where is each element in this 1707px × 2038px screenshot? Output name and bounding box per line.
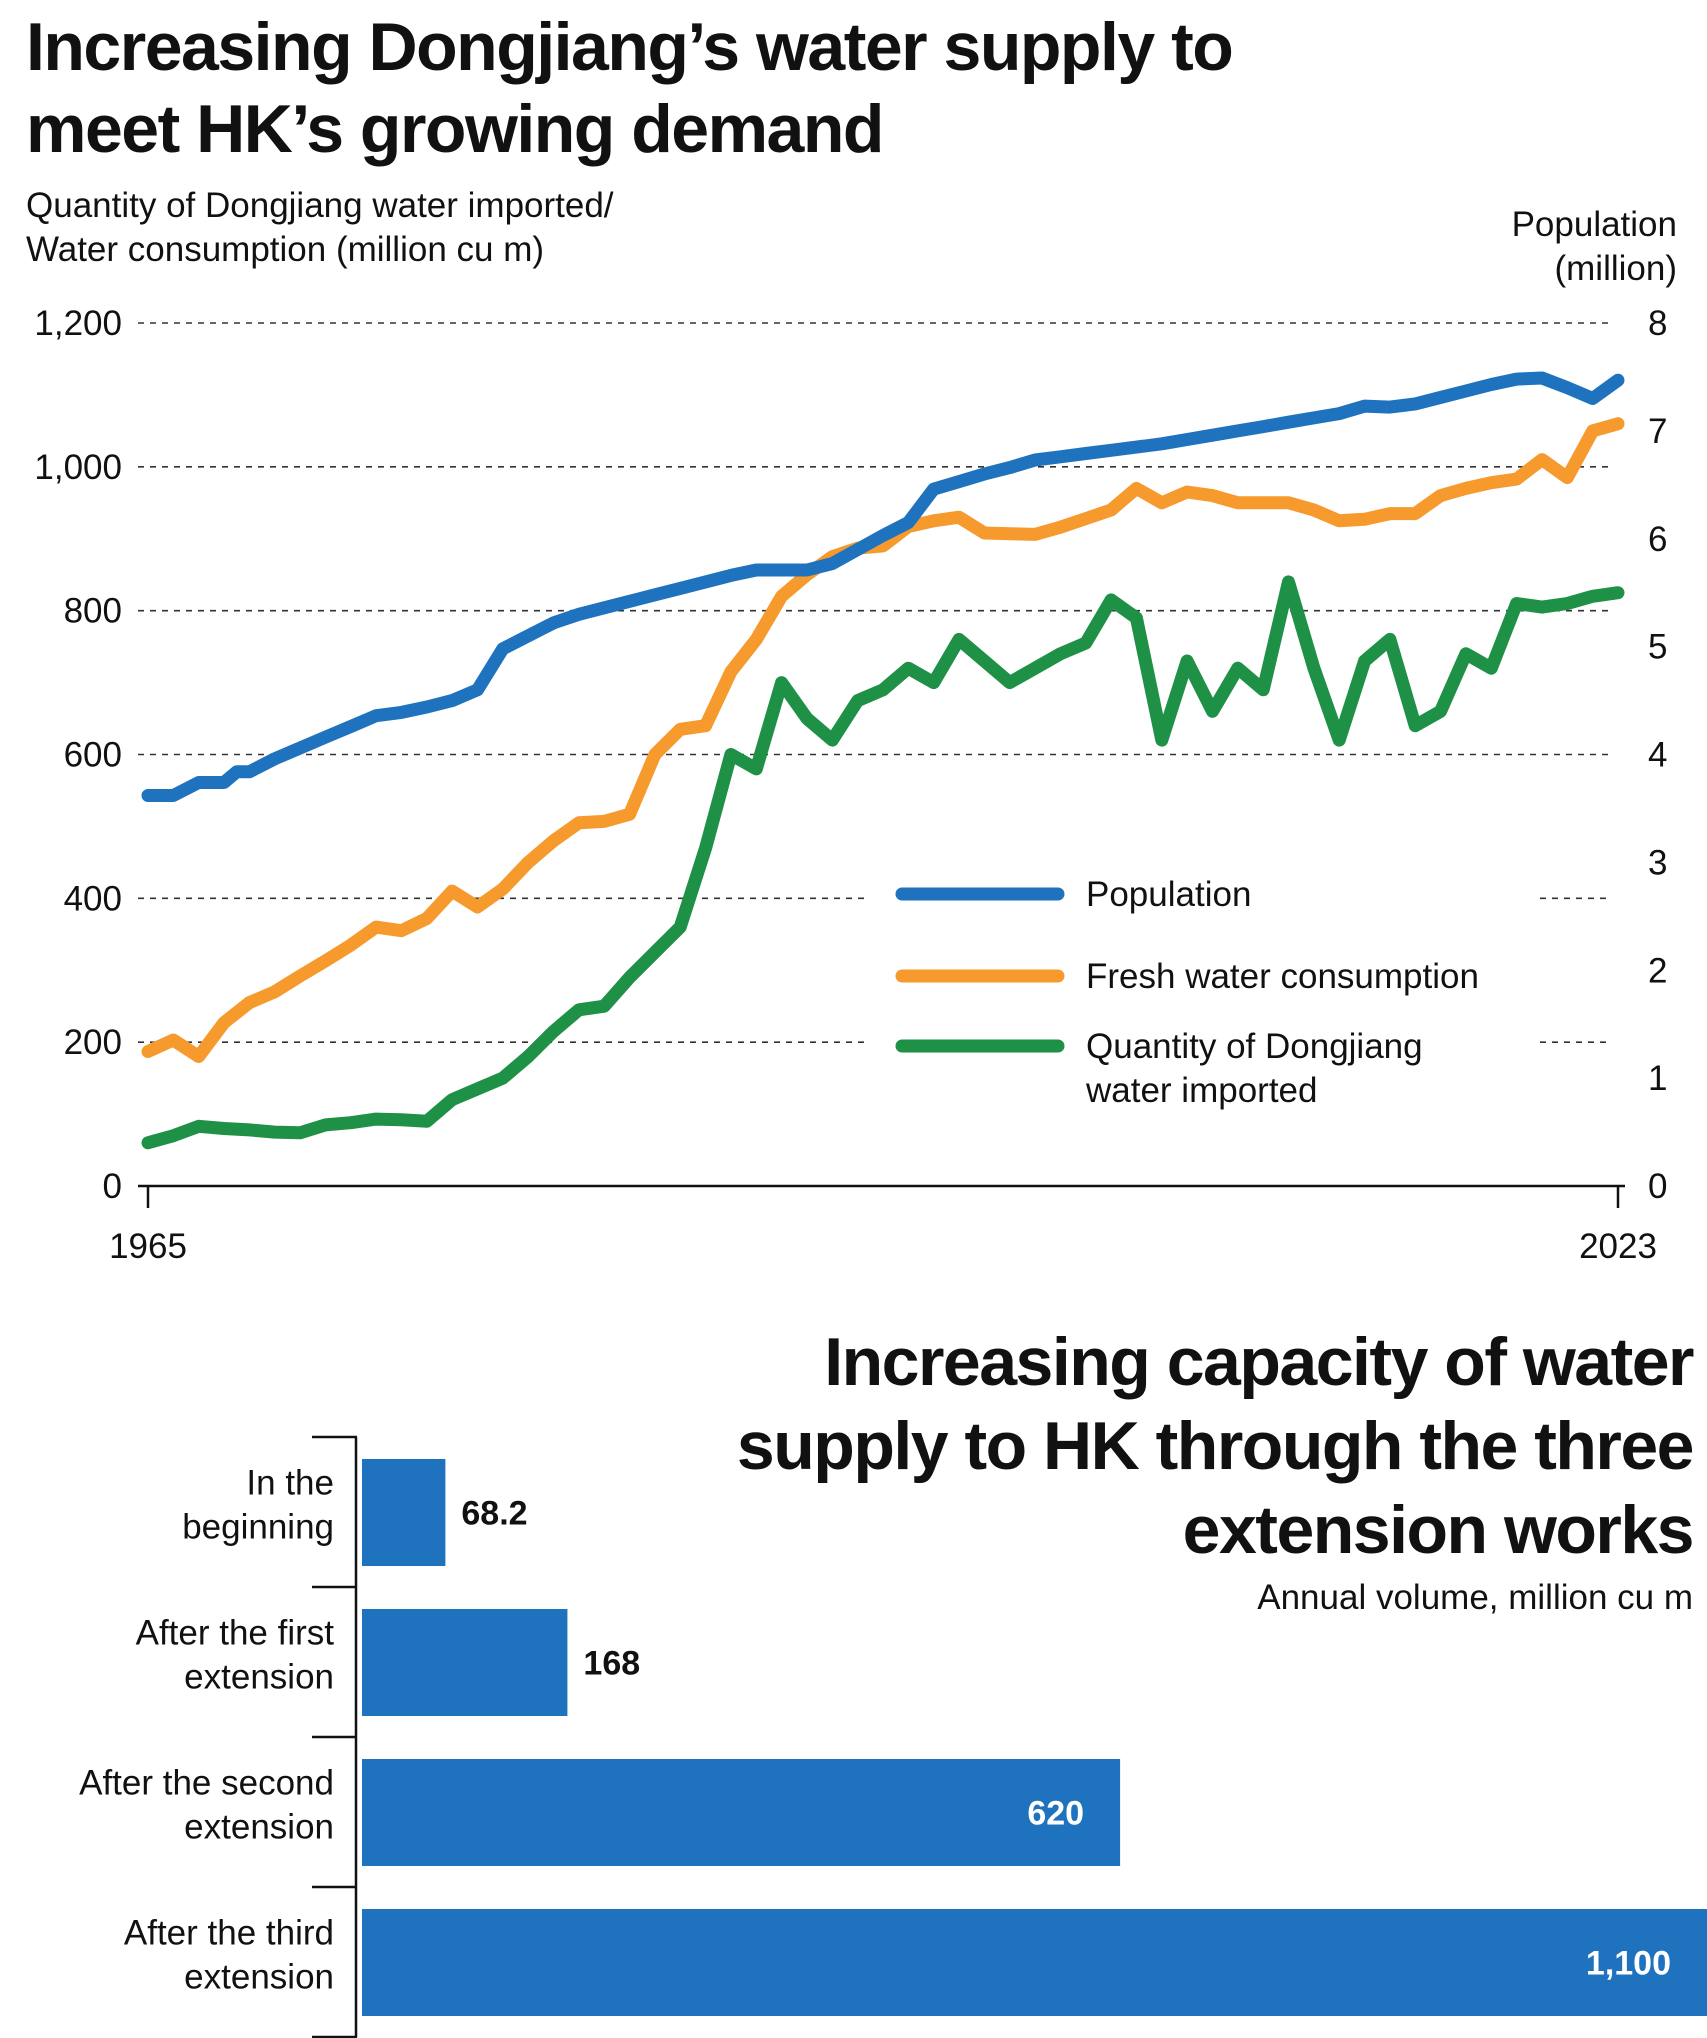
y2-tick-label: 8 <box>1648 304 1667 343</box>
bar-chart-title: Increasing capacity of water supply to H… <box>736 1324 1695 1568</box>
bar <box>362 1459 446 1566</box>
bar-value-label: 68.2 <box>461 1495 527 1533</box>
bar-category-label: beginning <box>182 1508 334 1547</box>
bar-value-label: 1,100 <box>1586 1945 1671 1983</box>
y2-axis-label-line: (million) <box>1555 249 1678 288</box>
y2-axis-label-line: Population <box>1512 205 1677 244</box>
bar-category-label: extension <box>184 1958 334 1997</box>
series-line-0 <box>141 371 1625 802</box>
bar-category-label: extension <box>184 1658 334 1697</box>
bar-chart-subtitle: Annual volume, million cu m <box>1257 1578 1693 1617</box>
bar-category-label: After the third <box>124 1914 334 1953</box>
y-tick-label: 1,000 <box>34 448 122 487</box>
series-line-1 <box>141 417 1625 1063</box>
y2-tick-label: 7 <box>1648 412 1667 451</box>
legend-label: Fresh water consumption <box>1086 957 1479 996</box>
y-axis-label-line: Water consumption (million cu m) <box>26 230 544 269</box>
legend-label: Population <box>1086 875 1251 914</box>
bar-value-label: 168 <box>583 1645 640 1683</box>
y2-tick-label: 3 <box>1648 843 1667 882</box>
y2-tick-label: 1 <box>1648 1059 1667 1098</box>
y-tick-label: 800 <box>64 592 122 631</box>
y-axis-label-line: Quantity of Dongjiang water imported/ <box>26 186 614 225</box>
bar-category-label: extension <box>184 1808 334 1847</box>
bar <box>362 1909 1707 2016</box>
bar <box>362 1609 568 1716</box>
line-chart: Quantity of Dongjiang water imported/Wat… <box>26 186 1678 1266</box>
bar-category-label: In the <box>246 1464 334 1503</box>
y2-tick-label: 6 <box>1648 520 1667 559</box>
y-tick-label: 0 <box>103 1167 122 1206</box>
bar-category-label: After the second <box>79 1764 334 1803</box>
bar-value-label: 620 <box>1027 1795 1084 1833</box>
line-chart-title: Increasing Dongjiang’s water supply to m… <box>26 9 1234 167</box>
y2-tick-label: 4 <box>1648 736 1667 775</box>
y2-tick-label: 0 <box>1648 1167 1667 1206</box>
x-tick-label: 1965 <box>109 1227 187 1266</box>
y2-tick-label: 5 <box>1648 628 1667 667</box>
bar <box>362 1759 1121 1866</box>
y2-tick-label: 2 <box>1648 951 1667 990</box>
y-tick-label: 400 <box>64 879 122 918</box>
y-tick-label: 600 <box>64 736 122 775</box>
legend-label: water imported <box>1085 1071 1317 1110</box>
series-line-2 <box>141 575 1625 1150</box>
bar-category-label: After the first <box>136 1614 335 1653</box>
x-tick-label: 2023 <box>1579 1227 1657 1266</box>
y-tick-label: 1,200 <box>34 304 122 343</box>
y-tick-label: 200 <box>64 1023 122 1062</box>
legend-label: Quantity of Dongjiang <box>1086 1027 1423 1066</box>
